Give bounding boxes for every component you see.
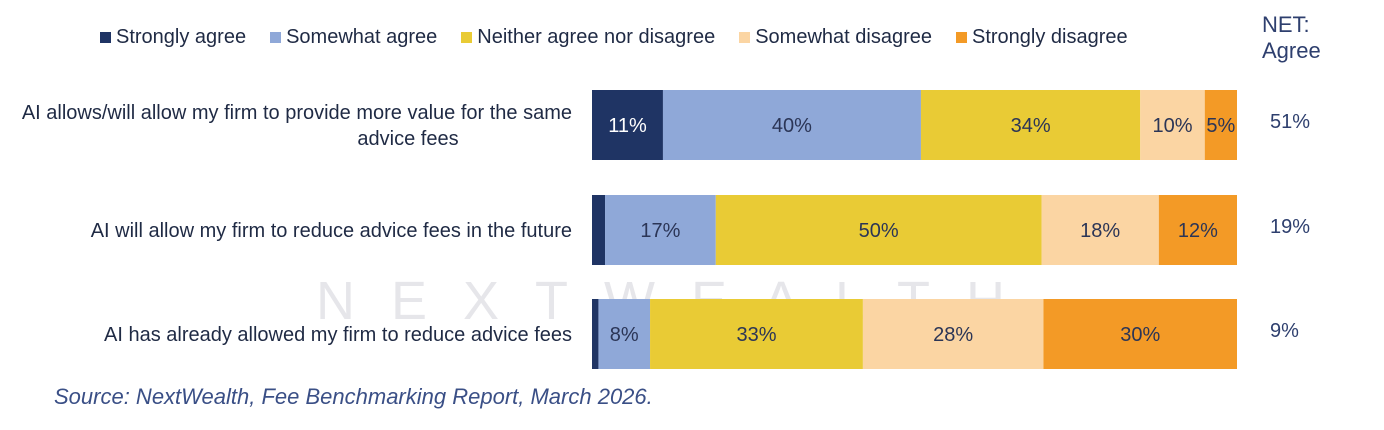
net-agree-value-3: 9% xyxy=(1270,320,1299,342)
legend-item-3: Neither agree nor disagree xyxy=(461,26,715,49)
bar-segment-1-4 xyxy=(1140,90,1205,160)
bar-segment-2-4 xyxy=(1041,195,1159,265)
bar-segment-2-1 xyxy=(592,195,606,265)
net-agree-header: NET: Agree xyxy=(1262,12,1372,64)
data-label-2-3: 50% xyxy=(859,220,899,242)
legend-label-3: Neither agree nor disagree xyxy=(477,25,716,48)
legend-item-4: Somewhat disagree xyxy=(739,26,932,49)
data-label-1-1: 11% xyxy=(608,115,647,137)
legend-swatch-5 xyxy=(955,31,967,43)
data-label-2-5: 12% xyxy=(1178,220,1218,242)
data-label-3-5: 30% xyxy=(1120,324,1160,346)
bar-segment-1-2 xyxy=(662,90,921,160)
data-label-3-4: 28% xyxy=(933,324,973,346)
legend: Strongly agree Somewhat agree Neither agre… xyxy=(100,24,1152,50)
category-label-1-line-2: advice fees xyxy=(357,128,458,150)
legend-swatch-4 xyxy=(739,31,751,43)
bar-segment-2-5 xyxy=(1158,195,1237,265)
data-label-1-5: 5% xyxy=(1206,115,1235,137)
bar-segment-1-5 xyxy=(1204,90,1237,160)
data-label-1-2: 40% xyxy=(772,115,812,137)
bar-segment-1-1 xyxy=(592,90,663,160)
bar-segment-2-2 xyxy=(605,195,716,265)
bar-segment-3-5 xyxy=(1043,299,1237,369)
legend-label-1: Strongly agree xyxy=(116,25,247,48)
bar-segment-3-1 xyxy=(592,299,599,369)
legend-swatch-3 xyxy=(461,31,473,43)
data-label-1-3: 34% xyxy=(1011,115,1051,137)
net-header-line-2: Agree xyxy=(1262,38,1321,63)
legend-item-1: Strongly agree xyxy=(100,26,246,49)
bar-segment-3-4 xyxy=(862,299,1044,369)
bar-segment-2-3 xyxy=(715,195,1042,265)
net-agree-value-1: 51% xyxy=(1270,111,1310,133)
legend-label-4: Somewhat disagree xyxy=(755,25,932,48)
legend-swatch-2 xyxy=(270,31,282,43)
category-label-3-line-1: AI has already allowed my firm to reduce… xyxy=(104,324,572,346)
data-label-3-2: 8% xyxy=(610,324,639,346)
bar-segment-3-3 xyxy=(650,299,863,369)
legend-label-5: Strongly disagree xyxy=(971,25,1128,48)
bar-segment-1-3 xyxy=(920,90,1141,160)
net-agree-value-2: 19% xyxy=(1270,216,1310,238)
category-label-2-line-1: AI will allow my firm to reduce advice f… xyxy=(91,220,572,242)
data-label-1-4: 10% xyxy=(1152,115,1192,137)
legend-label-2: Somewhat agree xyxy=(286,25,438,48)
source-note: Source: NextWealth, Fee Benchmarking Rep… xyxy=(54,384,653,409)
data-label-2-4: 18% xyxy=(1080,220,1120,242)
legend-item-5: Strongly disagree xyxy=(955,25,1128,49)
data-label-3-3: 33% xyxy=(736,324,776,346)
legend-item-2: Somewhat agree xyxy=(270,26,437,49)
legend-swatch-1 xyxy=(100,31,111,43)
category-label-1-line-1: AI allows/will allow my firm to provide … xyxy=(22,102,572,124)
data-label-2-2: 17% xyxy=(640,220,680,242)
bar-segment-3-2 xyxy=(598,299,651,369)
net-header-line-1: NET: xyxy=(1262,12,1310,37)
